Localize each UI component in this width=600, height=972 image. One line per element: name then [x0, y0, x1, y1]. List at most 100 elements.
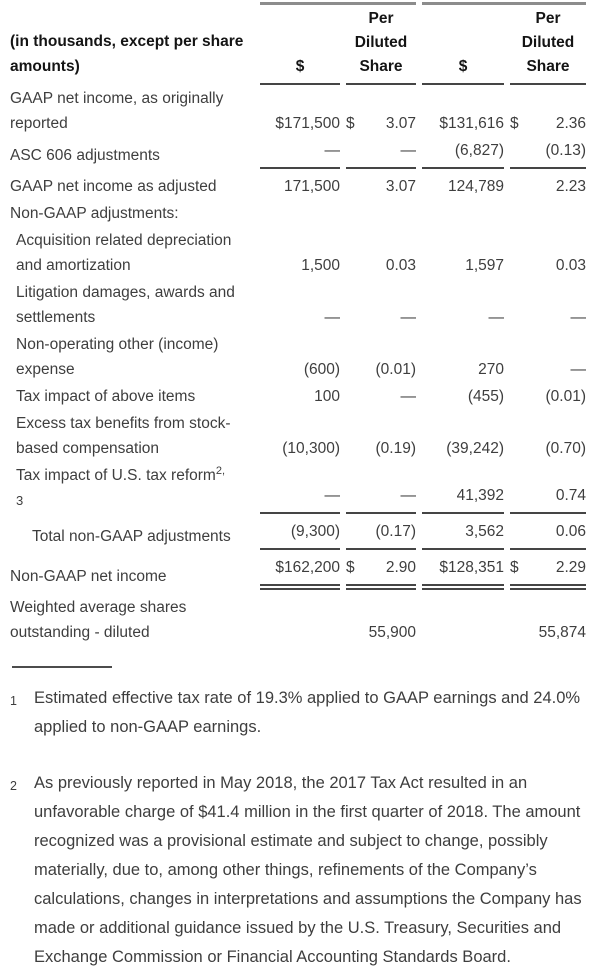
footnote-reference: 3 — [16, 493, 24, 508]
value-cell: (0.13) — [510, 137, 586, 169]
row-label: Weighted average shares outstanding - di… — [10, 599, 187, 641]
value-cell: — — [400, 309, 417, 326]
value-cell: — — [488, 309, 505, 326]
table-row: ASC 606 adjustments — — (6,827) (0.13) — [10, 137, 586, 169]
value-cell: — — [570, 361, 587, 378]
value-cell: 1,597 — [465, 257, 504, 274]
value-cell: 3.07 — [385, 178, 416, 195]
footnote: 1 Estimated effective tax rate of 19.3% a… — [10, 684, 592, 742]
currency-symbol: $ — [346, 115, 355, 132]
table-row: Total non-GAAP adjustments (9,300) (0.17) 3… — [10, 514, 586, 550]
row-label: ASC 606 adjustments — [10, 147, 160, 164]
reconciliation-table: (in thousands, except per share amounts)… — [4, 2, 592, 646]
footnote-reference: 2, — [215, 464, 226, 477]
value-cell: $131,616 — [439, 115, 504, 132]
row-label: Tax impact of U.S. tax reform2, 3 — [16, 464, 226, 508]
value-cell: (455) — [467, 388, 504, 405]
value-cell: 0.06 — [510, 514, 586, 550]
value-cell: $128,351 — [422, 550, 504, 590]
value-text: 2.90 — [385, 559, 416, 576]
column-header-dollar-2: $ — [422, 7, 504, 85]
value-cell: 2.23 — [555, 178, 586, 195]
value-cell: 55,874 — [538, 624, 586, 641]
value-cell: (6,827) — [422, 137, 504, 169]
table-row: Litigation damages, awards and settlemen… — [10, 279, 586, 331]
row-label: Litigation damages, awards and settlemen… — [16, 284, 235, 326]
value-cell: (0.19) — [375, 440, 417, 457]
table-row: Tax impact of U.S. tax reform2, 3— —41,392… — [10, 462, 586, 514]
value-cell: $2.29 — [510, 550, 586, 590]
value-cell: 3,562 — [422, 514, 504, 550]
value-text: 3.07 — [385, 115, 416, 132]
value-text: 2.29 — [555, 559, 586, 576]
value-cell: — — [346, 462, 416, 514]
value-cell: 1,500 — [301, 257, 340, 274]
value-cell: 171,500 — [283, 178, 340, 195]
value-cell: $2.90 — [346, 550, 416, 590]
column-group-rule-right — [422, 2, 586, 7]
column-header-per-diluted-share-1: Per Diluted Share — [346, 7, 416, 85]
footnote-text: Estimated effective tax rate of 19.3% ap… — [34, 689, 581, 736]
row-label: Acquisition related depreciation and amo… — [16, 232, 232, 274]
value-cell: — — [570, 309, 587, 326]
value-cell: $171,500 — [275, 115, 340, 132]
row-label: Total non-GAAP adjustments — [32, 528, 231, 545]
value-cell: 0.74 — [510, 462, 586, 514]
value-cell: 124,789 — [447, 178, 504, 195]
value-cell: — — [400, 388, 417, 405]
value-cell: $3.07 — [346, 85, 416, 137]
value-text: 2.36 — [555, 115, 586, 132]
row-label: Excess tax benefits from stock-based com… — [16, 415, 231, 457]
row-label: GAAP net income as adjusted — [10, 178, 217, 195]
table-row: Tax impact of above items 100 — (455) (0.01) — [10, 383, 586, 410]
row-label: Non-GAAP net income — [10, 568, 167, 585]
table-row: GAAP net income as adjusted 171,500 3.07 12… — [10, 169, 586, 200]
table-row: Acquisition related depreciation and amo… — [10, 227, 586, 279]
group-rule-row: (in thousands, except per share amounts) — [10, 2, 586, 75]
footnote: 2 As previously reported in May 2018, the… — [10, 769, 592, 972]
value-cell: (0.01) — [375, 361, 417, 378]
table-header-row: $ Per Diluted Share $ Per Diluted Share — [10, 7, 586, 85]
value-cell: (0.01) — [545, 388, 587, 405]
table-row: GAAP net income, as originally reported $… — [10, 85, 586, 137]
row-label: Non-GAAP adjustments: — [10, 205, 179, 222]
value-cell: 0.03 — [385, 257, 416, 274]
value-cell: — — [260, 137, 340, 169]
table-row: Excess tax benefits from stock-based com… — [10, 410, 586, 462]
value-cell: — — [260, 462, 340, 514]
value-cell: (0.17) — [346, 514, 416, 550]
column-header-dollar-1: $ — [260, 7, 340, 85]
value-cell: 100 — [314, 388, 340, 405]
footnote-marker: 1 — [10, 694, 17, 708]
footnotes-section: 1 Estimated effective tax rate of 19.3% a… — [10, 684, 592, 972]
value-cell — [260, 590, 340, 646]
value-cell: $2.36 — [510, 85, 586, 137]
value-cell — [260, 200, 340, 227]
value-cell: (39,242) — [446, 440, 504, 457]
footnote-text: As previously reported in May 2018, the … — [34, 774, 582, 966]
table-row: Non-GAAP adjustments: — [10, 200, 586, 227]
value-cell — [422, 590, 504, 646]
value-cell: 55,900 — [368, 624, 416, 641]
value-cell: (0.70) — [545, 440, 587, 457]
row-label: GAAP net income, as originally reported — [10, 90, 224, 132]
currency-symbol: $ — [346, 559, 355, 576]
table-corner-label: (in thousands, except per share amounts) — [10, 33, 244, 75]
value-cell: — — [324, 309, 341, 326]
value-cell: $162,200 — [260, 550, 340, 590]
value-cell: 270 — [478, 361, 504, 378]
value-cell — [422, 200, 504, 227]
value-cell — [510, 200, 586, 227]
footnote-divider — [12, 666, 112, 668]
column-group-rule-left — [260, 2, 416, 7]
row-label: Tax impact of above items — [16, 388, 196, 405]
column-header-per-diluted-share-2: Per Diluted Share — [510, 7, 586, 85]
currency-symbol: $ — [510, 559, 519, 576]
table-row: Non-operating other (income) expense (600… — [10, 331, 586, 383]
value-cell: 0.03 — [555, 257, 586, 274]
value-cell: — — [346, 137, 416, 169]
value-cell — [346, 200, 416, 227]
table-row: Non-GAAP net income $162,200 $2.90 $128,351… — [10, 550, 586, 590]
table-row: Weighted average shares outstanding - di… — [10, 590, 586, 646]
